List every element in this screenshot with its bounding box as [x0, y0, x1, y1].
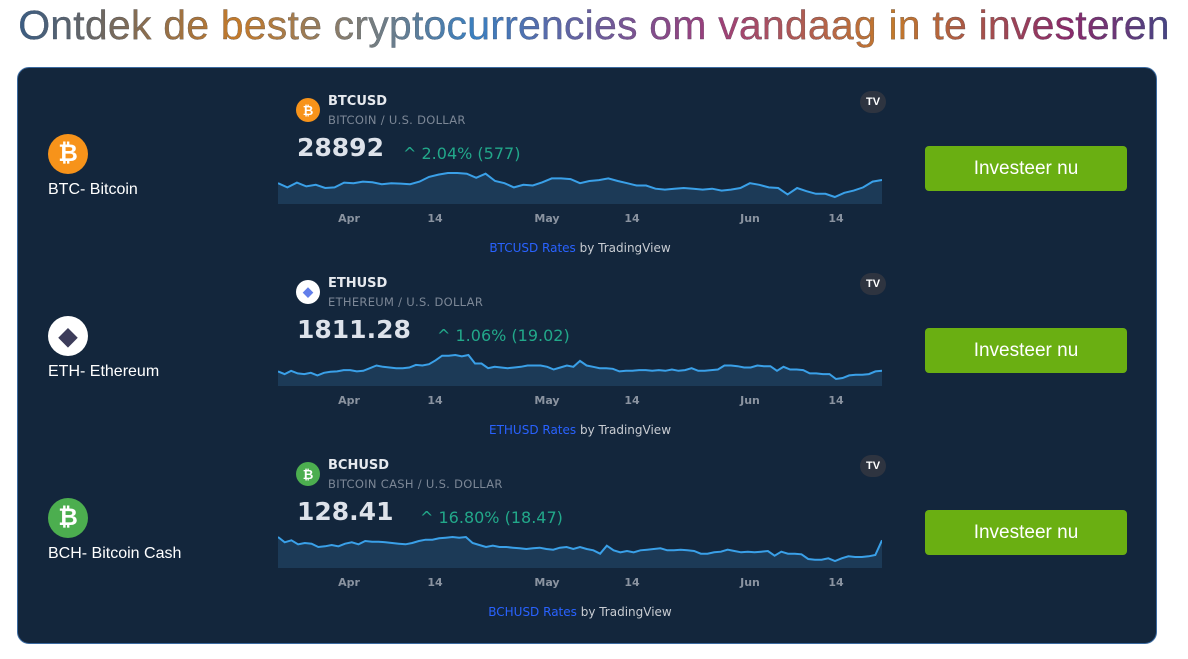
x-tick-label: Jun [740, 212, 760, 225]
arrow-up-icon: ^ [403, 144, 422, 163]
price: 128.41 [297, 497, 394, 526]
bitcoin-cash-icon: ₿ [48, 498, 88, 538]
x-tick-label: May [534, 394, 560, 407]
price-line [278, 537, 882, 561]
x-tick-label: 14 [828, 212, 844, 225]
symbol-icon: ₿ [296, 462, 320, 486]
tradingview-logo-icon[interactable]: TV [860, 91, 886, 113]
crypto-row: ₿ BTC- Bitcoin ₿ BTCUSD BITCOIN / U.S. D… [18, 68, 1156, 255]
rates-link[interactable]: BTCUSD Rates [489, 241, 576, 255]
crypto-row: ◆ ETH- Ethereum ◆ ETHUSD ETHEREUM / U.S.… [18, 250, 1156, 437]
x-tick-label: 14 [828, 394, 844, 407]
attribution: ETHUSD Rates by TradingView [488, 423, 672, 437]
price: 1811.28 [297, 315, 411, 344]
x-tick-label: 14 [624, 576, 640, 589]
attribution: BTCUSD Rates by TradingView [489, 241, 671, 255]
price-change: ^ 1.06% (19.02) [437, 326, 570, 345]
price: 28892 [297, 133, 384, 162]
symbol-description: ETHEREUM / U.S. DOLLAR [328, 295, 484, 309]
x-tick-label: 14 [624, 394, 640, 407]
tradingview-widget[interactable]: ₿ BCHUSD BITCOIN CASH / U.S. DOLLAR TV 1… [278, 452, 886, 622]
invest-button[interactable]: Investeer nu [925, 328, 1127, 373]
symbol: BCHUSD [328, 458, 390, 473]
arrow-up-icon: ^ [437, 326, 456, 345]
x-tick-label: 14 [624, 212, 640, 225]
arrow-up-icon: ^ [420, 508, 439, 527]
sparkline-chart [278, 534, 882, 568]
area-fill [278, 355, 882, 386]
symbol: BTCUSD [328, 94, 388, 109]
page-title: Ontdek de beste cryptocurrencies om vand… [0, 2, 1188, 49]
area-fill [278, 537, 882, 568]
symbol-icon: ◆ [296, 280, 320, 304]
price-change: ^ 16.80% (18.47) [420, 508, 563, 527]
tradingview-widget[interactable]: ◆ ETHUSD ETHEREUM / U.S. DOLLAR TV 1811.… [278, 270, 886, 440]
x-tick-label: 14 [427, 212, 443, 225]
x-tick-label: May [534, 576, 560, 589]
symbol-description: BITCOIN CASH / U.S. DOLLAR [328, 477, 503, 491]
price-line [278, 173, 882, 197]
ethereum-icon: ◆ [48, 316, 88, 356]
symbol: ETHUSD [328, 276, 388, 291]
crypto-row: ₿ BCH- Bitcoin Cash ₿ BCHUSD BITCOIN CAS… [18, 432, 1156, 619]
rates-link[interactable]: ETHUSD Rates [488, 423, 577, 437]
x-tick-label: 14 [828, 576, 844, 589]
coin-label: ETH- Ethereum [48, 363, 160, 380]
crypto-card: ₿ BTC- Bitcoin ₿ BTCUSD BITCOIN / U.S. D… [17, 67, 1157, 644]
symbol-description: BITCOIN / U.S. DOLLAR [328, 113, 466, 127]
invest-button[interactable]: Investeer nu [925, 146, 1127, 191]
invest-button[interactable]: Investeer nu [925, 510, 1127, 555]
x-tick-label: Apr [338, 576, 360, 589]
x-tick-label: 14 [427, 394, 443, 407]
x-tick-label: Jun [740, 394, 760, 407]
bitcoin-icon: ₿ [48, 134, 88, 174]
tradingview-logo-icon[interactable]: TV [860, 455, 886, 477]
price-change: ^ 2.04% (577) [403, 144, 521, 163]
price-line [278, 355, 882, 379]
coin-label: BCH- Bitcoin Cash [48, 545, 182, 562]
sparkline-chart [278, 170, 882, 204]
area-fill [278, 173, 882, 204]
sparkline-chart [278, 352, 882, 386]
x-tick-label: 14 [427, 576, 443, 589]
x-tick-label: Jun [740, 576, 760, 589]
tradingview-logo-icon[interactable]: TV [860, 273, 886, 295]
x-tick-label: May [534, 212, 560, 225]
x-tick-label: Apr [338, 212, 360, 225]
symbol-icon: ₿ [296, 98, 320, 122]
x-tick-label: Apr [338, 394, 360, 407]
attribution: BCHUSD Rates by TradingView [488, 605, 672, 619]
rates-link[interactable]: BCHUSD Rates [488, 605, 577, 619]
coin-label: BTC- Bitcoin [48, 181, 138, 198]
tradingview-widget[interactable]: ₿ BTCUSD BITCOIN / U.S. DOLLAR TV 28892 … [278, 88, 886, 258]
